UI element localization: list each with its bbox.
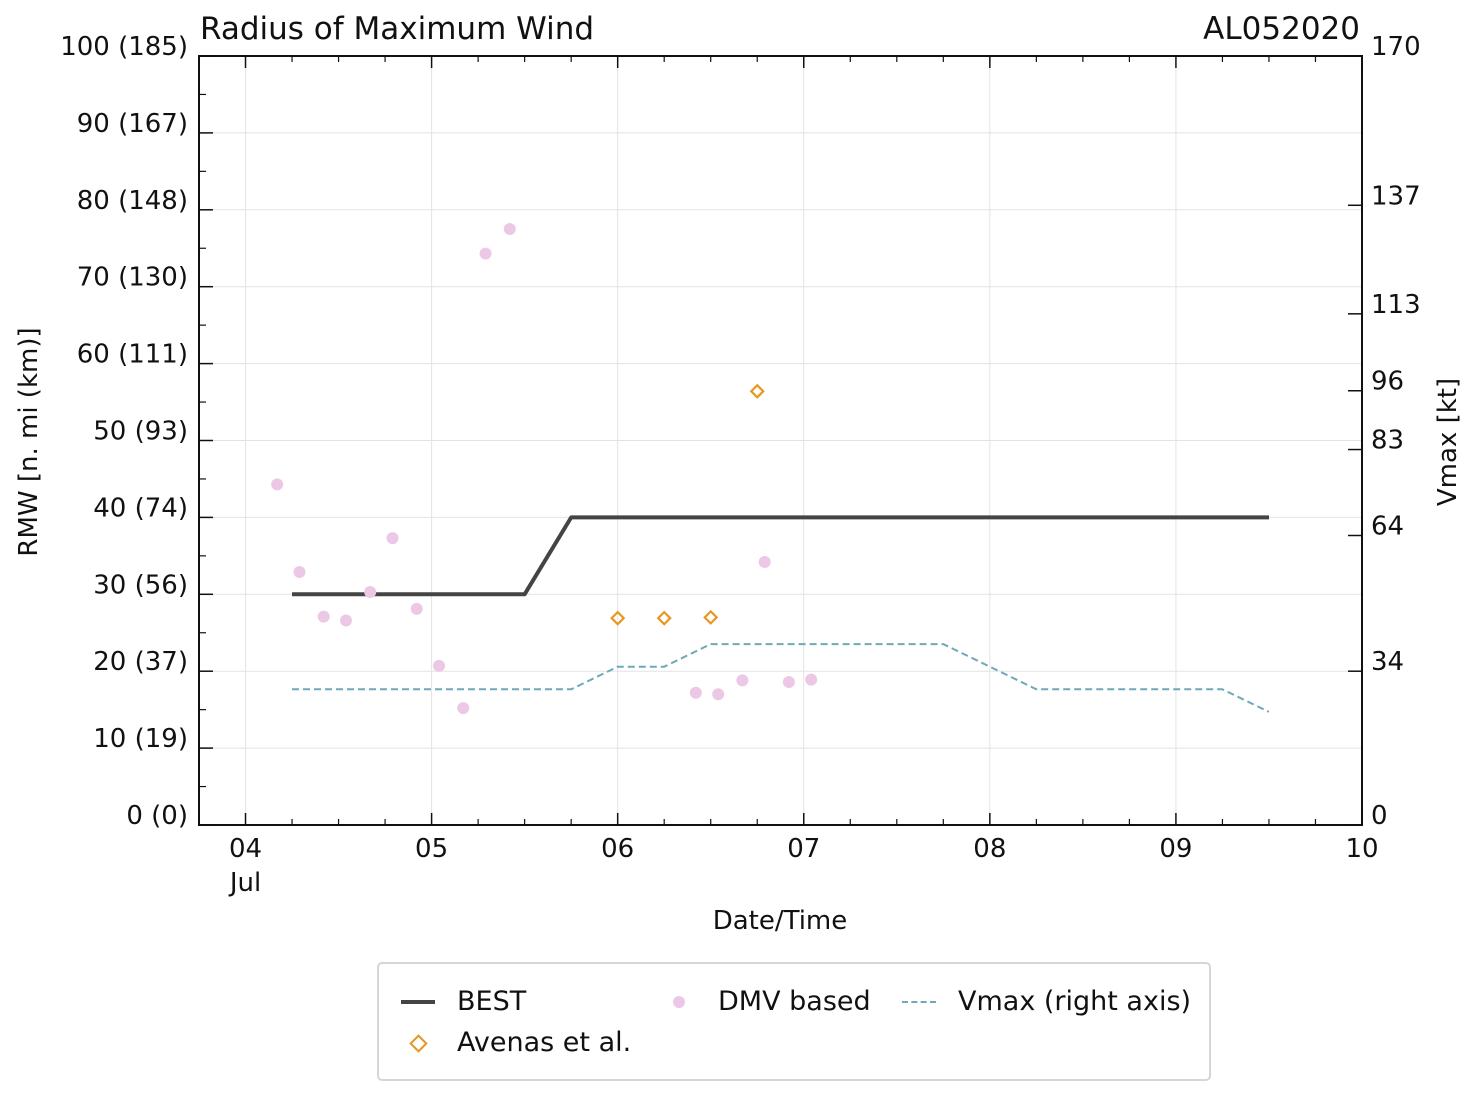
- x-tick-label: 09: [1159, 834, 1192, 864]
- storm-id: AL052020: [1203, 11, 1360, 47]
- dmv-point: [805, 673, 818, 686]
- x-tick-sublabel: Jul: [228, 868, 261, 898]
- series-layer: [271, 223, 1270, 715]
- dmv-point: [364, 585, 377, 598]
- y-tick-label: 90 (167): [77, 109, 188, 139]
- vmax-line: [292, 643, 1270, 713]
- legend-label-vmax: Vmax (right axis): [958, 986, 1192, 1017]
- legend-label-best: BEST: [457, 986, 527, 1017]
- dmv-dot-swatch: [660, 992, 698, 1012]
- y2-tick-label: 64: [1371, 511, 1404, 541]
- y-tick-label: 80 (148): [77, 186, 188, 216]
- dmv-point: [271, 478, 284, 491]
- avenas-point: [749, 383, 765, 399]
- x-tick-label: 10: [1345, 834, 1378, 864]
- y-tick-label: 40 (74): [93, 493, 188, 523]
- legend: BEST DMV based Vmax (right axis) Avenas …: [377, 962, 1211, 1081]
- legend-item-vmax: Vmax (right axis): [900, 986, 1191, 1017]
- y2-tick-label: 96: [1371, 367, 1404, 397]
- y2-axis-label: Vmax [kt]: [1433, 378, 1463, 506]
- dmv-point: [293, 565, 306, 578]
- y2-tick-label: 170: [1371, 32, 1421, 62]
- y-tick-label: 10 (19): [93, 724, 188, 754]
- y2-tick-label: 0: [1371, 801, 1388, 831]
- x-tick-label: 07: [787, 834, 820, 864]
- avenas-point: [703, 609, 719, 625]
- dmv-point: [457, 702, 470, 715]
- dmv-point: [410, 602, 423, 615]
- x-axis-label: Date/Time: [713, 906, 848, 936]
- grid-lines: [199, 55, 1363, 826]
- legend-label-dmv: DMV based: [718, 986, 871, 1017]
- y-tick-label: 100 (185): [60, 32, 188, 62]
- y-axis-label: RMW [n. mi (km)]: [14, 327, 44, 556]
- dmv-point: [782, 675, 795, 688]
- dmv-point: [503, 223, 516, 236]
- y2-tick-label: 137: [1371, 181, 1421, 211]
- legend-label-avenas: Avenas et al.: [457, 1027, 632, 1058]
- x-tick-label: 06: [601, 834, 634, 864]
- legend-item-dmv: DMV based: [660, 986, 871, 1017]
- y-tick-label: 50 (93): [93, 417, 188, 447]
- y-tick-label: 30 (56): [93, 570, 188, 600]
- legend-item-avenas: Avenas et al.: [399, 1027, 631, 1058]
- vmax-dash-swatch: [900, 992, 938, 1012]
- tick-labels: 04 Jul 05 06 07 08 09 10 0 (0) 10 (19) 20 (37) 30 (…: [60, 32, 1420, 898]
- dmv-point: [736, 674, 749, 687]
- dmv-point: [712, 688, 725, 701]
- avenas-point: [610, 610, 626, 626]
- y2-tick-label: 113: [1371, 290, 1421, 320]
- legend-item-best: BEST: [399, 986, 526, 1017]
- dmv-point: [340, 614, 353, 627]
- x-tick-label: 08: [973, 834, 1006, 864]
- chart-title: Radius of Maximum Wind: [200, 11, 594, 47]
- dmv-point: [479, 247, 492, 260]
- x-tick-label: 04: [229, 834, 262, 864]
- y-tick-label: 20 (37): [93, 647, 188, 677]
- avenas-point: [656, 610, 672, 626]
- avenas-diamond-swatch: [399, 1033, 437, 1053]
- x-tick-label: 05: [415, 834, 448, 864]
- y-tick-label: 70 (130): [77, 263, 188, 293]
- y2-tick-label: 83: [1371, 426, 1404, 456]
- best-line-swatch: [399, 992, 437, 1012]
- y2-tick-label: 34: [1371, 647, 1404, 677]
- dmv-point: [317, 610, 330, 623]
- dmv-point: [689, 686, 702, 699]
- dmv-point: [386, 532, 399, 545]
- dmv-point: [758, 556, 771, 569]
- y-tick-label: 60 (111): [77, 340, 188, 370]
- y-tick-label: 0 (0): [126, 801, 188, 831]
- best-track-line: [292, 515, 1269, 597]
- tick-marks: [198, 55, 1363, 826]
- dmv-point: [433, 659, 446, 672]
